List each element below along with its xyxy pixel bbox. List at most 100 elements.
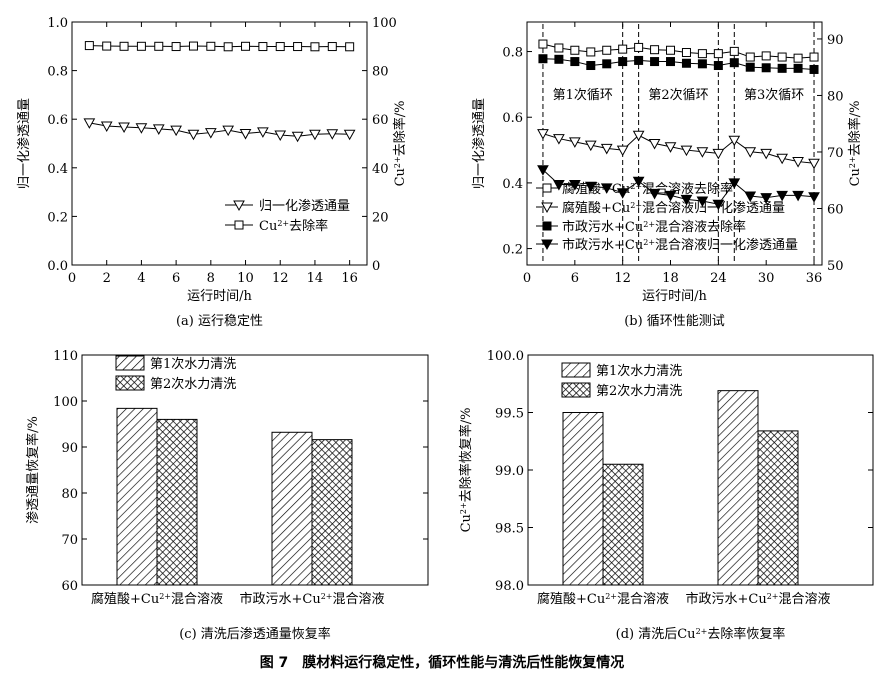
x-tick-label: 12 — [614, 271, 631, 286]
x-tick-label: 14 — [307, 271, 324, 286]
y-right-tick-label: 50 — [827, 259, 844, 274]
series-line — [542, 58, 815, 70]
y-left-tick-label: 0.4 — [502, 177, 523, 192]
y-right-tick-label: 40 — [372, 162, 389, 177]
data-point — [343, 129, 356, 141]
legend-marker — [542, 183, 552, 193]
data-point — [537, 165, 549, 176]
x-tick-label: 12 — [272, 271, 289, 286]
legend-entry: 腐殖酸+Cu2+混合溶液归一化渗透通量 — [562, 200, 785, 216]
data-point — [118, 122, 130, 134]
chart-panel-a: 0 2 4 6 8 10 12 14 16 0.0 0.2 0.4 0.6 0.8 1.0 0 20 40 60 80… — [17, 16, 408, 329]
data-point — [310, 42, 320, 52]
data-point — [223, 42, 233, 52]
y-right-axis-label: Cu2+去除率/% — [847, 101, 863, 187]
x-tick-label: 0 — [523, 271, 531, 286]
data-point — [258, 42, 268, 52]
data-point — [776, 153, 788, 165]
y-tick-label: 100 — [53, 395, 78, 410]
data-point — [204, 128, 217, 139]
legend-swatch — [561, 382, 591, 398]
data-point — [728, 178, 741, 189]
data-point — [83, 118, 96, 129]
data-point — [777, 63, 787, 73]
y-tick-label: 98.0 — [495, 579, 524, 594]
y-left-tick-label: 0.4 — [47, 162, 68, 177]
data-point — [632, 176, 645, 188]
data-point — [602, 59, 612, 69]
data-point — [239, 129, 252, 140]
data-point — [648, 139, 661, 150]
y-left-tick-label: 0.2 — [47, 210, 68, 225]
y-right-tick-label: 80 — [372, 65, 389, 80]
legend-entry: 腐殖酸+Cu2+混合溶液去除率 — [562, 181, 733, 197]
bar — [757, 430, 799, 586]
cycle-label: 第3次循环 — [744, 87, 804, 103]
bar — [271, 431, 313, 586]
bar — [311, 439, 353, 586]
y-right-tick-label: 60 — [372, 113, 389, 128]
data-point — [586, 47, 596, 57]
y-right-tick-label: 60 — [827, 202, 844, 217]
data-point — [84, 41, 94, 51]
data-point — [553, 134, 565, 145]
plot-frame — [71, 21, 368, 266]
y-right-tick-label: 80 — [827, 89, 844, 104]
series-line — [89, 122, 350, 137]
y-tick-label: 70 — [61, 533, 78, 548]
x-tick-label: 10 — [237, 271, 254, 286]
x-tick-label: 16 — [341, 271, 358, 286]
data-point — [586, 61, 596, 71]
data-point — [241, 41, 251, 51]
data-point — [744, 147, 757, 158]
legend-entry: 第1次水力清洗 — [596, 363, 682, 379]
data-point — [616, 145, 629, 157]
bar — [116, 407, 158, 586]
data-point — [616, 188, 629, 199]
x-axis-label: 运行时间/h — [642, 289, 707, 304]
data-point — [650, 45, 660, 55]
y-left-tick-label: 0.8 — [47, 65, 68, 80]
data-point — [538, 54, 548, 64]
data-point — [792, 157, 804, 168]
y-axis-label: Cu2+去除率恢复率/% — [458, 408, 474, 533]
panel-caption: (c) 清洗后渗透通量恢复率 — [179, 626, 331, 642]
data-point — [152, 124, 165, 135]
data-point — [600, 143, 613, 155]
data-point — [808, 158, 820, 170]
y-tick-label: 98.5 — [495, 522, 524, 537]
y-right-tick-label: 100 — [372, 16, 397, 31]
data-point — [136, 41, 146, 51]
y-left-tick-label: 0.0 — [47, 259, 68, 274]
data-point — [664, 190, 677, 202]
panel-caption: (a) 运行稳定性 — [176, 313, 263, 329]
data-point — [666, 45, 676, 55]
legend-swatch — [561, 362, 591, 378]
x-tick-label: 30 — [758, 271, 775, 286]
x-tick-label: 2 — [103, 271, 111, 286]
data-point — [713, 49, 723, 59]
data-point — [135, 123, 148, 134]
data-point — [537, 129, 549, 140]
y-left-tick-label: 0.8 — [502, 46, 523, 61]
data-point — [777, 52, 787, 62]
legend-marker — [233, 200, 245, 212]
data-point — [634, 55, 644, 65]
data-point — [761, 51, 771, 61]
series-line — [89, 45, 350, 48]
legend-marker — [542, 221, 552, 231]
data-point — [729, 46, 739, 56]
data-point — [327, 42, 337, 52]
y-axis-label: 渗透通量恢复率/% — [25, 416, 41, 524]
data-point — [538, 39, 548, 49]
data-point — [618, 44, 628, 54]
data-point — [696, 147, 709, 158]
data-point — [570, 45, 580, 55]
data-point — [729, 58, 739, 68]
legend-entry: Cu2+去除率 — [259, 218, 328, 234]
panel-caption: (b) 循环性能测试 — [624, 314, 725, 329]
data-point — [664, 142, 677, 153]
plot-frame — [526, 21, 823, 266]
x-tick-label: 6 — [172, 271, 180, 286]
